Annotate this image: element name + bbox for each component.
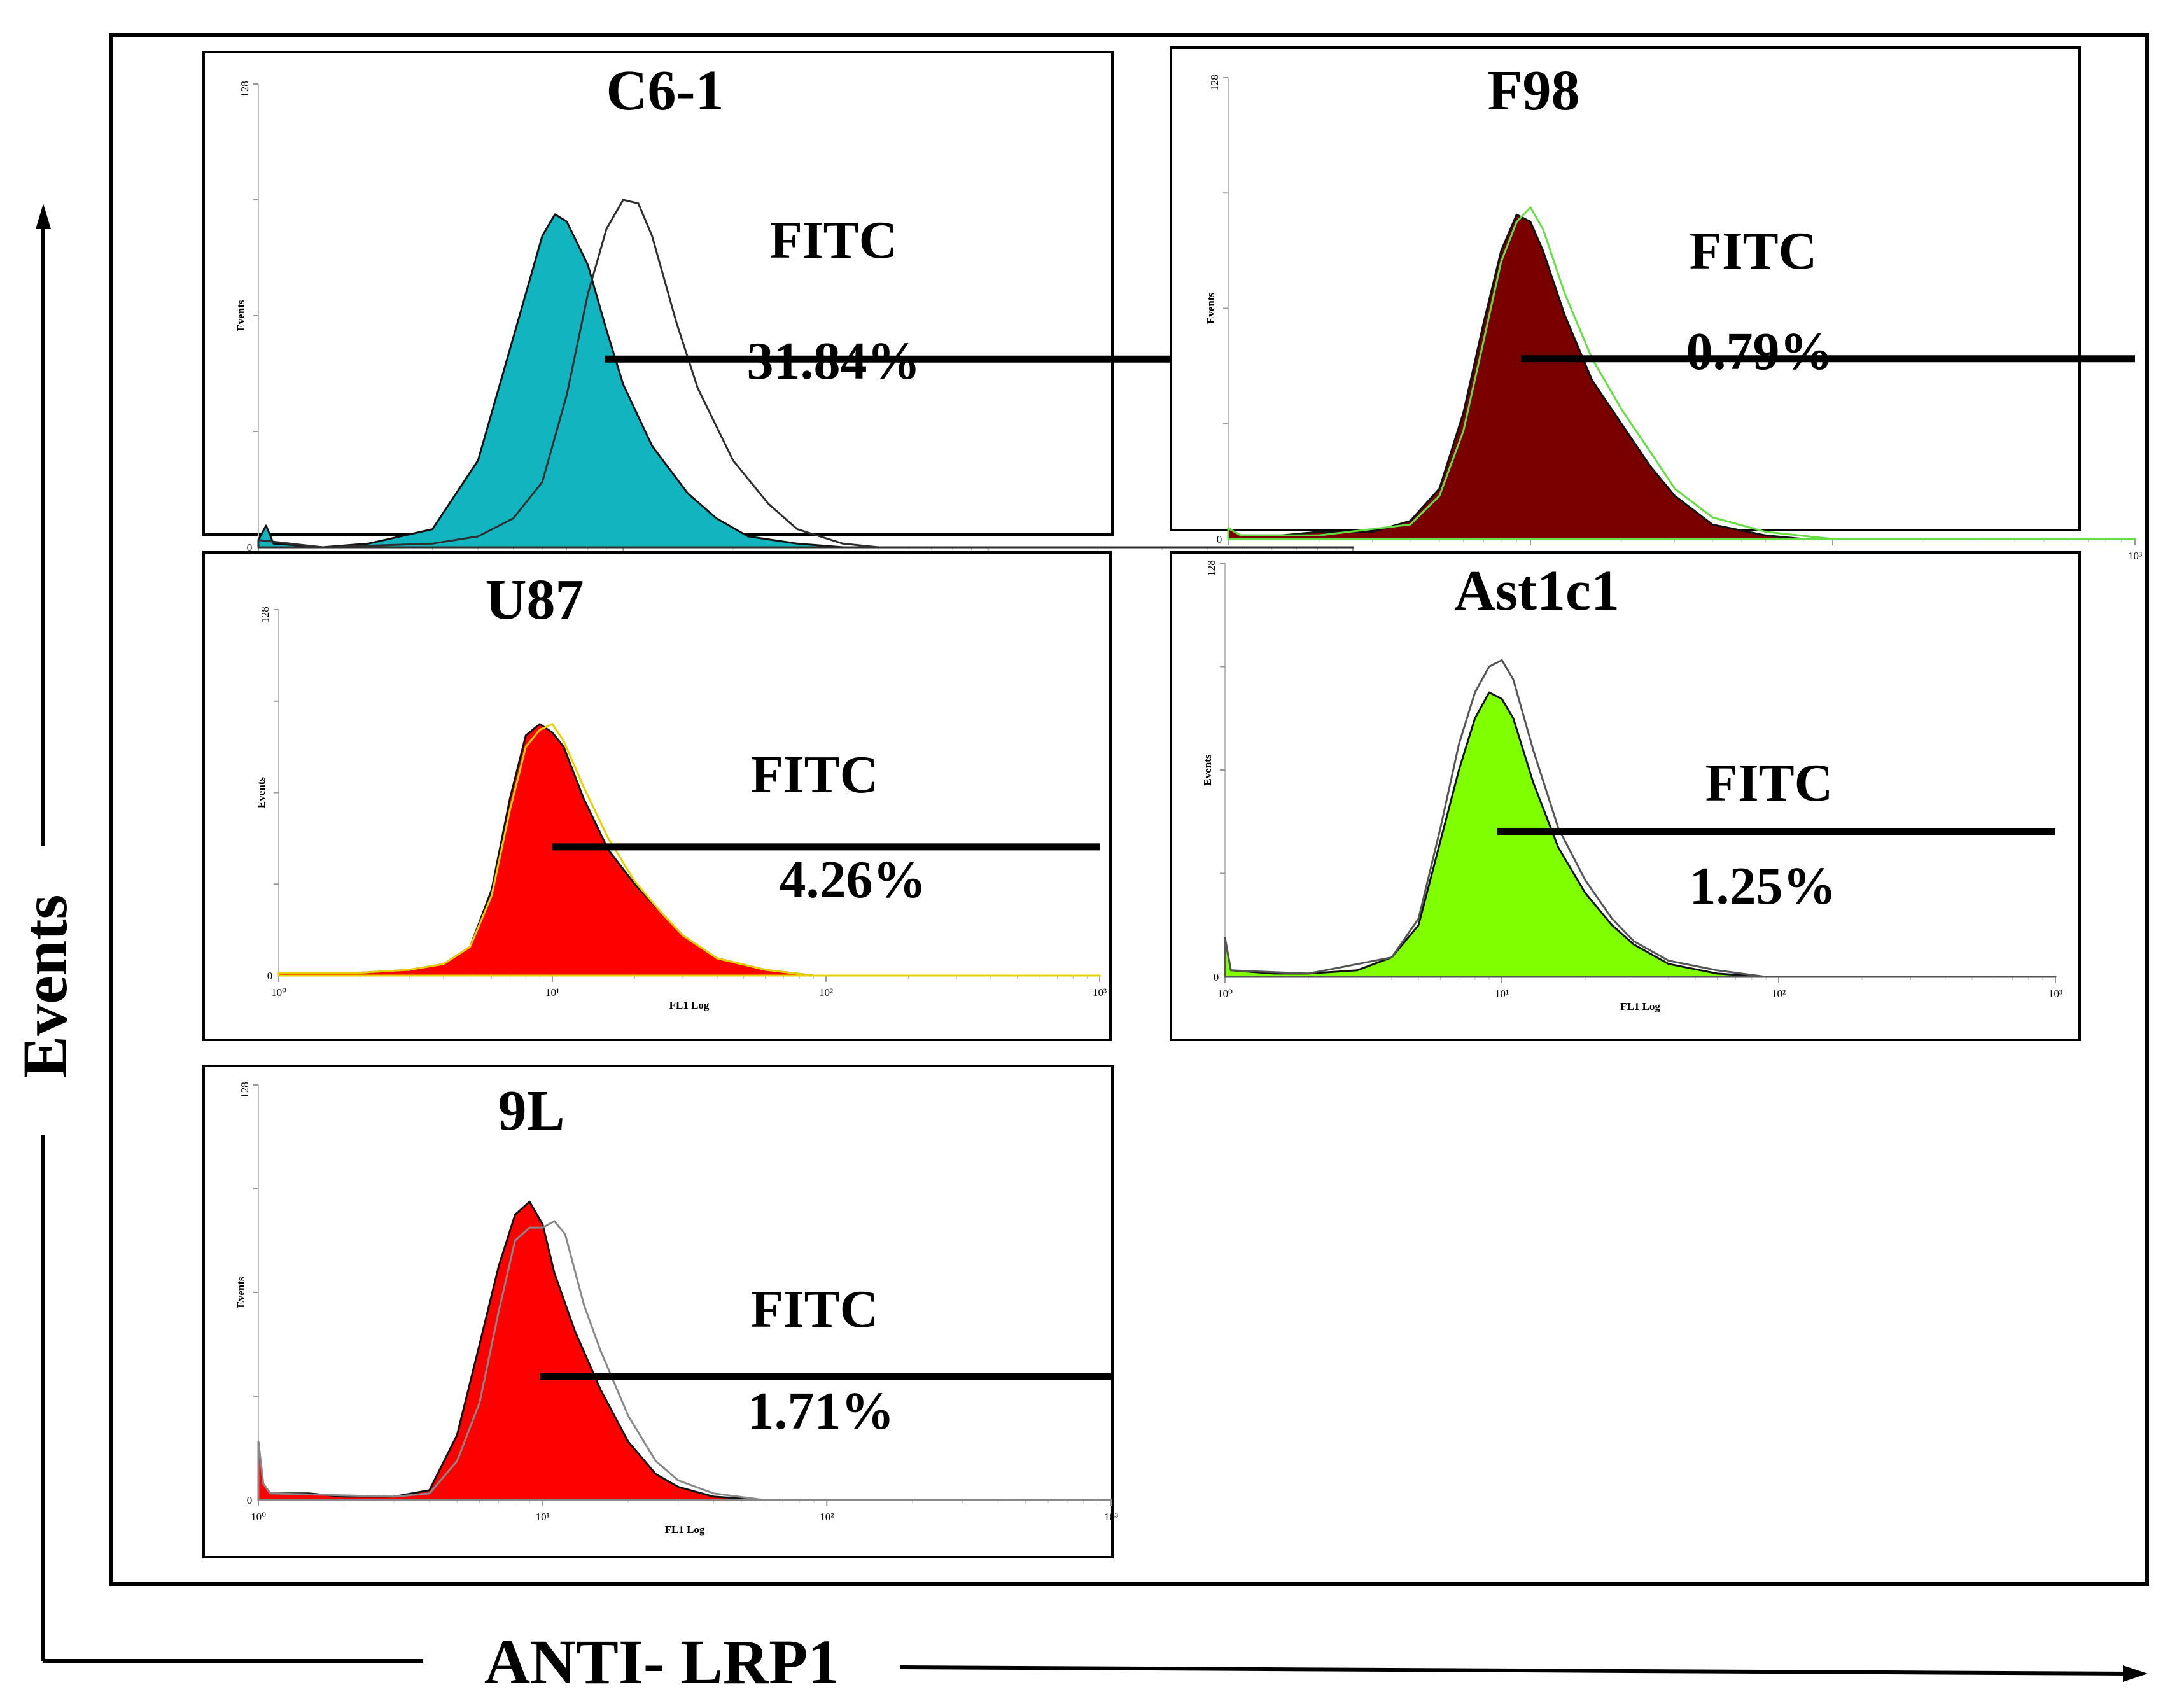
panel-title: F98 [1488, 59, 1580, 122]
y-tick-label-zero: 0 [1217, 533, 1222, 545]
y-tick-label-max: 128 [239, 81, 251, 97]
panel-ast1c1: Ast1c1 FITC 1.25% 10⁰ 10¹ 10² 10³ FL1 Log 128 0 Ev… [1170, 551, 2081, 1041]
x-tick-label: 10³ [2048, 988, 2062, 1000]
x-tick-label: 10² [819, 986, 833, 998]
x-tick-label: 10³ [1093, 986, 1107, 998]
x-tick-label: 10¹ [536, 1511, 550, 1523]
panel-title: Ast1c1 [1454, 559, 1620, 622]
panel-title: U87 [486, 568, 584, 631]
x-axis-title: FL1 Log [665, 1523, 705, 1536]
gate-percent: 1.71% [748, 1382, 895, 1441]
gate-percent: 4.26% [780, 850, 927, 909]
y-tick-label-max: 128 [1205, 560, 1217, 577]
x-axis-title: FL1 Log [669, 999, 710, 1011]
gate-label: FITC [751, 745, 879, 804]
gate-percent: 1.25% [1690, 857, 1837, 916]
y-axis-title: Events [1205, 293, 1217, 325]
control-histogram-line [257, 199, 1354, 549]
control-histogram-line [277, 723, 1101, 977]
panel-9l: 9L FITC 1.71% 10⁰ 10¹ 10² 10³ FL1 Log 128 0 Events [202, 1065, 1118, 1558]
control-histogram-line [1227, 206, 2136, 540]
gate-label: FITC [751, 1280, 879, 1339]
x-tick-label: 10⁰ [271, 986, 286, 998]
gate-label: FITC [1705, 753, 1833, 813]
x-tick-label: 10³ [1104, 1511, 1118, 1523]
y-tick-label-zero: 0 [1214, 971, 1219, 983]
y-axis-title: Events [235, 300, 247, 332]
x-axis-label: ANTI- LRP1 [484, 1627, 839, 1697]
y-axis-arrow [36, 204, 51, 1661]
y-tick-label-zero: 0 [247, 542, 253, 554]
control-histogram-line [1224, 659, 2057, 978]
y-tick-label-max: 128 [259, 606, 271, 623]
x-tick-label: 10⁰ [1217, 988, 1233, 1000]
x-tick-label: 10¹ [1495, 988, 1509, 1000]
panel-title: 9L [498, 1079, 564, 1142]
y-tick-label-zero: 0 [247, 1494, 253, 1506]
y-axis-title: Events [1201, 754, 1214, 786]
gate-percent: 31.84% [747, 332, 921, 391]
x-tick-label: 10² [1772, 988, 1786, 1000]
y-tick-label-max: 128 [1208, 74, 1221, 91]
gate-label: FITC [1690, 221, 1817, 281]
x-axis-arrow [43, 1659, 2148, 1682]
panel-title: C6-1 [606, 59, 724, 122]
y-axis-title: Events [235, 1277, 247, 1308]
y-tick-label-zero: 0 [267, 970, 273, 982]
y-axis-title: Events [255, 777, 267, 809]
histogram-panels: C6-1 FITC 31.84% 10⁰ 10¹ 10² 10³ FL1 Log 128 0 Eve… [202, 46, 2142, 1558]
outer-frame [109, 33, 2149, 1586]
x-tick-label: 10³ [2128, 550, 2142, 562]
x-tick-label: 10² [820, 1511, 834, 1523]
y-axis-label: Events [10, 895, 80, 1079]
control-histogram-line [257, 1220, 1112, 1501]
sample-histogram-area [1227, 213, 2136, 540]
x-tick-label: 10¹ [545, 986, 559, 998]
panel-u87: U87 FITC 4.26% 10⁰ 10¹ 10² 10³ FL1 Log 128 0 Event… [202, 551, 1112, 1041]
y-tick-label-max: 128 [239, 1082, 251, 1098]
x-axis-title: FL1 Log [1620, 1000, 1660, 1012]
gate-label: FITC [770, 211, 898, 270]
gate-percent: 0.79% [1686, 322, 1833, 381]
x-tick-label: 10⁰ [251, 1511, 266, 1523]
